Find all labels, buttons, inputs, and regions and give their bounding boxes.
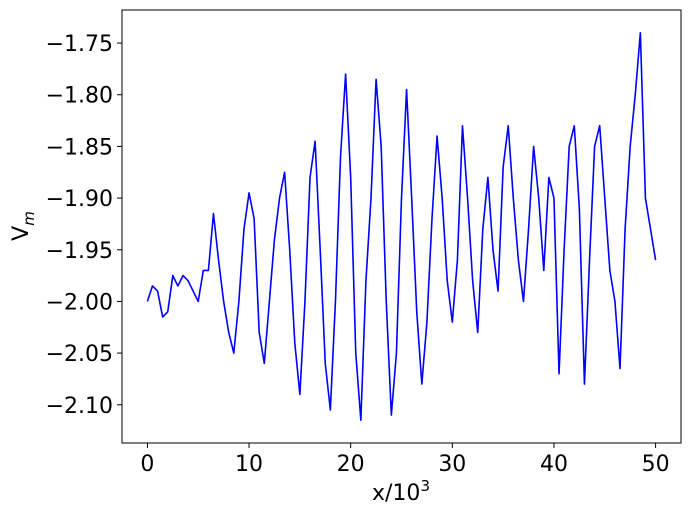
x-tick-label: 0 [140,452,154,477]
y-label-text: V [9,226,34,241]
x-axis-label: x/103 [372,477,430,506]
data-line [146,31,657,422]
y-tick-label: −2.05 [46,342,113,367]
x-label-text: x/10 [372,481,420,506]
y-tick-label: −1.80 [46,84,113,109]
y-tick-label: −1.95 [46,239,113,264]
x-tick-label: 20 [337,452,365,477]
x-tick-label: 40 [540,452,568,477]
y-tick-label: −2.00 [46,290,113,315]
y-tick-label: −2.10 [46,394,113,419]
y-axis-label: Vm [9,211,38,241]
y-tick-label: −1.90 [46,187,113,212]
y-label-sub: m [20,211,38,226]
y-tick-label: −1.75 [46,32,113,57]
y-tick-label: −1.85 [46,135,113,160]
x-tick-label: 50 [642,452,670,477]
plot-frame [121,9,682,444]
x-label-sup: 3 [420,477,430,495]
x-tick-label: 30 [438,452,466,477]
x-tick-label: 10 [235,452,263,477]
